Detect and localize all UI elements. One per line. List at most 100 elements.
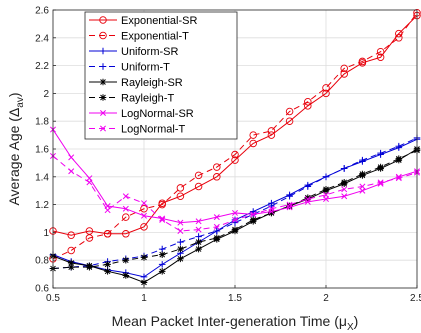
data-point-exponential-t — [85, 234, 94, 242]
series-line-uniform-t — [52, 137, 418, 270]
data-point-exponential-sr — [176, 192, 185, 201]
data-point-lognormal-t — [304, 196, 311, 203]
data-point-exponential-t — [122, 213, 130, 221]
data-point-rayleigh-sr — [140, 279, 148, 286]
data-point-lognormal-t — [86, 179, 93, 186]
legend-swatch-marker — [100, 125, 106, 132]
legend-label: LogNormal-SR — [121, 108, 194, 120]
data-point-lognormal-sr — [304, 198, 311, 205]
legend-swatch-marker — [99, 63, 107, 70]
data-point-rayleigh-t — [359, 170, 366, 178]
y-tick-label: 0.8 — [35, 256, 49, 267]
data-point-rayleigh-t — [158, 251, 166, 258]
legend-entry-exponential-t: Exponential-T — [89, 31, 189, 43]
legend: Exponential-SR Exponential-T Uniform-SR Uni… — [84, 11, 238, 140]
data-point-rayleigh-t — [104, 261, 111, 268]
series-rayleigh-t — [49, 147, 421, 272]
data-point-uniform-t — [158, 245, 166, 253]
data-point-rayleigh-t — [395, 155, 403, 163]
data-point-rayleigh-t — [195, 238, 202, 246]
data-point-exponential-sr — [213, 173, 221, 181]
legend-swatch-marker — [100, 110, 106, 116]
data-point-rayleigh-t — [213, 234, 221, 242]
x-tick-label: 1 — [141, 293, 147, 304]
y-tick-label: 2.2 — [35, 61, 49, 72]
data-point-exponential-t — [103, 230, 112, 238]
legend-swatch-marker — [99, 47, 107, 55]
data-point-exponential-t — [140, 205, 148, 213]
data-point-lognormal-t — [159, 216, 166, 223]
data-point-lognormal-t — [286, 201, 293, 208]
data-point-rayleigh-t — [249, 216, 257, 224]
data-point-rayleigh-t — [122, 256, 130, 264]
legend-label: Exponential-T — [121, 31, 189, 43]
plot-frame — [52, 9, 418, 289]
x-tick-label: 2 — [323, 293, 329, 304]
data-point-exponential-sr — [304, 102, 312, 110]
data-point-exponential-sr — [267, 131, 276, 139]
data-point-exponential-t — [231, 150, 239, 159]
y-tick-label: 2 — [43, 89, 49, 100]
series-exponential-t — [49, 9, 421, 263]
data-point-uniform-t — [395, 142, 403, 150]
data-point-lognormal-t — [177, 228, 184, 235]
data-point-lognormal-t — [213, 223, 220, 230]
data-point-exponential-sr — [122, 230, 130, 238]
legend-entry-rayleigh-t: Rayleigh-T — [89, 93, 174, 105]
data-point-uniform-t — [177, 238, 184, 246]
data-point-exponential-t — [267, 127, 276, 135]
legend-label: Exponential-SR — [121, 15, 197, 27]
data-point-exponential-t — [322, 84, 330, 92]
legend-entry-uniform-sr: Uniform-SR — [89, 46, 179, 58]
data-point-lognormal-t — [377, 179, 384, 186]
data-point-rayleigh-sr — [158, 268, 166, 275]
data-point-rayleigh-sr — [122, 272, 130, 279]
data-point-lognormal-sr — [177, 219, 184, 226]
data-point-lognormal-t — [250, 211, 257, 218]
x-tick-label: 0.5 — [46, 293, 60, 304]
y-tick-label: 1.6 — [35, 145, 49, 156]
data-point-rayleigh-sr — [195, 245, 202, 253]
data-point-exponential-t — [158, 200, 166, 209]
tick-labels: 0.5 1 1.5 2 2.5 0.6 0.8 1 1.2 1.4 1.6 1.8 2 2.2 2.4 2.6 — [35, 6, 421, 305]
y-axis-title: Average Age (Δav) — [6, 92, 26, 205]
data-point-lognormal-sr — [141, 212, 147, 219]
data-point-lognormal-sr — [195, 218, 202, 225]
y-tick-label: 1 — [43, 228, 49, 239]
data-point-exponential-sr — [285, 117, 294, 125]
data-point-rayleigh-t — [340, 179, 348, 186]
data-point-lognormal-t — [232, 216, 238, 223]
data-point-lognormal-t — [141, 200, 147, 207]
x-tick-label: 2.5 — [410, 293, 421, 304]
x-tick-label: 1.5 — [228, 293, 242, 304]
data-point-uniform-sr — [140, 273, 148, 281]
data-point-uniform-t — [304, 183, 312, 190]
legend-swatch-marker — [99, 31, 107, 40]
data-point-exponential-t — [67, 246, 75, 255]
data-point-exponential-t — [213, 163, 221, 171]
y-tick-label: 1.4 — [35, 172, 49, 183]
data-point-rayleigh-t — [140, 254, 148, 261]
data-point-lognormal-t — [68, 168, 75, 175]
data-point-lognormal-sr — [286, 204, 293, 211]
legend-label: Uniform-T — [121, 62, 170, 74]
legend-label: Rayleigh-SR — [121, 77, 183, 89]
data-point-rayleigh-t — [86, 263, 93, 271]
x-axis-title: Mean Packet Inter-generation Time (μX) — [112, 313, 359, 333]
data-point-rayleigh-t — [286, 202, 293, 210]
data-point-lognormal-sr — [68, 154, 75, 161]
data-point-lognormal-t — [268, 205, 275, 212]
data-point-uniform-t — [322, 173, 330, 181]
data-point-rayleigh-sr — [104, 268, 111, 275]
data-point-exponential-sr — [322, 89, 330, 98]
data-point-lognormal-t — [195, 226, 202, 233]
data-point-lognormal-sr — [268, 208, 275, 215]
data-point-exponential-t — [285, 107, 294, 116]
series-line-exponential-t — [52, 12, 418, 260]
data-point-lognormal-sr — [159, 215, 166, 222]
data-point-uniform-t — [286, 192, 293, 200]
data-point-exponential-t — [395, 34, 403, 42]
legend-label: Uniform-SR — [121, 46, 179, 58]
legend-entry-rayleigh-sr: Rayleigh-SR — [89, 77, 183, 89]
data-point-exponential-sr — [340, 70, 348, 78]
